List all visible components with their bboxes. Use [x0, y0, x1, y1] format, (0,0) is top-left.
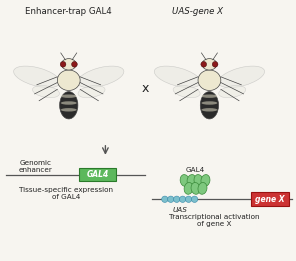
Ellipse shape — [60, 62, 66, 67]
Ellipse shape — [61, 101, 77, 105]
FancyBboxPatch shape — [79, 168, 116, 181]
Text: GAL4: GAL4 — [186, 167, 205, 173]
Ellipse shape — [78, 66, 124, 88]
Circle shape — [192, 196, 198, 203]
Ellipse shape — [202, 108, 217, 111]
Text: Genomic
enhancer: Genomic enhancer — [19, 159, 53, 173]
Text: UAS: UAS — [172, 207, 187, 213]
Ellipse shape — [202, 101, 217, 105]
Ellipse shape — [187, 175, 196, 186]
Ellipse shape — [173, 86, 200, 98]
Ellipse shape — [59, 92, 78, 119]
Text: GAL4: GAL4 — [86, 170, 109, 179]
Ellipse shape — [202, 94, 217, 98]
Circle shape — [168, 196, 174, 203]
Ellipse shape — [198, 70, 221, 91]
Text: x: x — [141, 82, 149, 95]
Ellipse shape — [57, 70, 80, 91]
Ellipse shape — [61, 59, 76, 70]
Circle shape — [162, 196, 168, 203]
Ellipse shape — [202, 59, 217, 70]
Ellipse shape — [194, 175, 203, 186]
Circle shape — [173, 196, 180, 203]
Ellipse shape — [184, 182, 193, 194]
Ellipse shape — [61, 94, 77, 98]
Ellipse shape — [154, 66, 201, 88]
Text: gene X: gene X — [255, 195, 285, 204]
Ellipse shape — [78, 86, 105, 98]
Ellipse shape — [14, 66, 60, 88]
Text: Tissue-specific expression
of GAL4: Tissue-specific expression of GAL4 — [19, 187, 113, 200]
Ellipse shape — [33, 86, 59, 98]
Ellipse shape — [180, 175, 189, 186]
Text: Enhancer-trap GAL4: Enhancer-trap GAL4 — [25, 7, 112, 16]
Ellipse shape — [219, 86, 246, 98]
Ellipse shape — [201, 175, 210, 186]
FancyBboxPatch shape — [251, 192, 289, 206]
Ellipse shape — [218, 66, 265, 88]
Ellipse shape — [201, 62, 207, 67]
Text: UAS-gene X: UAS-gene X — [172, 7, 223, 16]
Ellipse shape — [72, 62, 77, 67]
Ellipse shape — [212, 62, 218, 67]
Ellipse shape — [200, 92, 218, 119]
Text: Transcriptional activation
of gene X: Transcriptional activation of gene X — [169, 214, 260, 227]
Circle shape — [179, 196, 186, 203]
Ellipse shape — [198, 182, 207, 194]
Circle shape — [186, 196, 192, 203]
Ellipse shape — [61, 108, 77, 111]
Ellipse shape — [191, 182, 200, 194]
